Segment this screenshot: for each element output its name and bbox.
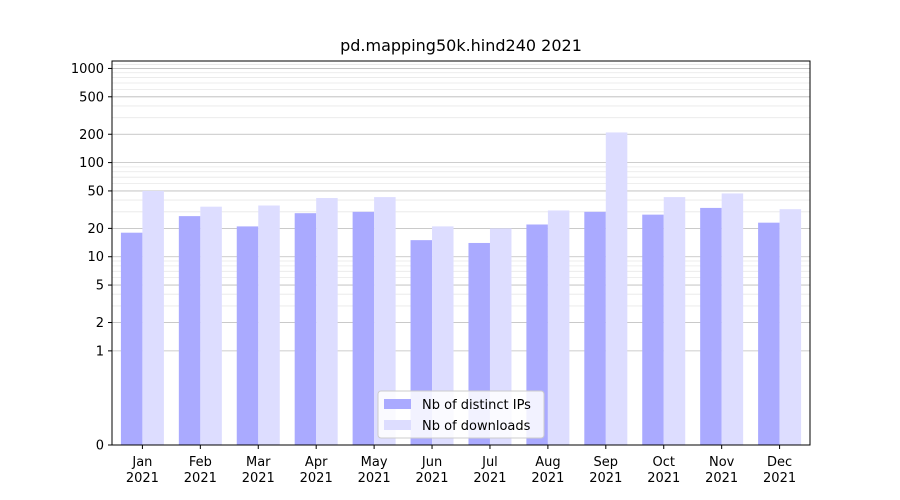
x-tick-year: 2021 — [300, 471, 333, 486]
x-tick-year: 2021 — [589, 471, 622, 486]
gridlines — [112, 60, 810, 446]
x-tick-month: Aug — [535, 455, 560, 470]
bar-downloads — [374, 197, 396, 445]
bar-downloads — [779, 209, 802, 445]
bars — [120, 132, 802, 445]
bar-downloads — [663, 197, 686, 445]
x-tick-month: Mar — [246, 455, 271, 470]
x-tick-month: Dec — [767, 455, 792, 470]
x-tick-month: Nov — [709, 455, 735, 470]
x-tick-label: Aug 2021 — [531, 455, 564, 486]
x-tick-year: 2021 — [184, 471, 217, 486]
bar-downloads — [316, 198, 338, 445]
legend-box — [377, 390, 545, 439]
x-tick-label: Mar 2021 — [242, 455, 275, 486]
x-tick-label: Jun 2021 — [415, 455, 448, 486]
y-tick-label: 20 — [87, 222, 104, 237]
x-tick-label: Jan 2021 — [126, 455, 159, 486]
y-tick-label: 1 — [96, 344, 104, 359]
bar-ips — [584, 211, 606, 445]
x-tick-year: 2021 — [531, 471, 564, 486]
y-tick-label: 5 — [96, 279, 104, 294]
y-tick-label: 50 — [87, 184, 104, 199]
x-tick-label: Nov 2021 — [705, 455, 738, 486]
bar-downloads — [142, 190, 164, 445]
x-tick-year: 2021 — [647, 471, 680, 486]
bar-downloads — [258, 205, 280, 445]
y-tick-label: 100 — [79, 156, 104, 171]
bar-ips — [526, 224, 548, 445]
x-tick-label: Dec 2021 — [763, 455, 796, 486]
x-tick-year: 2021 — [473, 471, 506, 486]
x-tick-label: Apr 2021 — [300, 455, 333, 486]
y-tick-label: 10 — [87, 250, 104, 265]
x-tick-month: Apr — [305, 455, 328, 470]
legend: Nb of distinct IPs Nb of downloads — [377, 390, 545, 439]
x-tick-label: May 2021 — [358, 455, 391, 486]
legend-label: Nb of distinct IPs — [422, 398, 531, 413]
x-tick-year: 2021 — [242, 471, 275, 486]
bar-downloads — [721, 193, 744, 445]
x-tick-year: 2021 — [763, 471, 796, 486]
bar-downloads — [200, 206, 222, 445]
x-tick-month: Sep — [594, 455, 619, 470]
x-tick-year: 2021 — [415, 471, 448, 486]
x-tick-month: Jun — [421, 455, 442, 470]
x-tick-label: Sep 2021 — [589, 455, 622, 486]
bar-downloads — [547, 210, 570, 445]
legend-label: Nb of downloads — [422, 419, 531, 434]
legend-swatch — [384, 399, 411, 409]
y-tick-label: 0 — [96, 439, 104, 454]
bar-downloads — [432, 226, 454, 445]
x-tick-month: May — [361, 455, 388, 470]
y-tick-label: 500 — [79, 90, 104, 105]
legend-swatch — [384, 420, 411, 430]
x-tick-year: 2021 — [126, 471, 159, 486]
x-tick-label: Oct 2021 — [647, 455, 680, 486]
chart-title: pd.mapping50k.hind240 2021 — [340, 36, 582, 55]
bar-ips — [352, 211, 375, 445]
y-tick-label: 200 — [79, 128, 104, 143]
bar-ips — [178, 216, 201, 445]
y-tick-label: 1000 — [71, 62, 104, 77]
x-tick-month: Oct — [652, 455, 674, 470]
x-tick-year: 2021 — [705, 471, 738, 486]
y-tick-label: 2 — [96, 316, 104, 331]
bar-ips — [758, 222, 780, 445]
bar-ips — [120, 232, 143, 445]
bar-downloads — [605, 132, 628, 445]
bar-ips — [700, 207, 722, 445]
x-tick-month: Jul — [481, 455, 498, 470]
plot-frame — [111, 60, 811, 446]
x-tick-month: Feb — [189, 455, 212, 470]
x-tick-label: Jul 2021 — [473, 455, 506, 486]
x-tick-year: 2021 — [358, 471, 391, 486]
bar-ips — [294, 213, 317, 445]
x-tick-month: Jan — [131, 455, 152, 470]
bar-ips — [642, 214, 664, 445]
bar-ips — [236, 226, 259, 445]
x-tick-label: Feb 2021 — [184, 455, 217, 486]
